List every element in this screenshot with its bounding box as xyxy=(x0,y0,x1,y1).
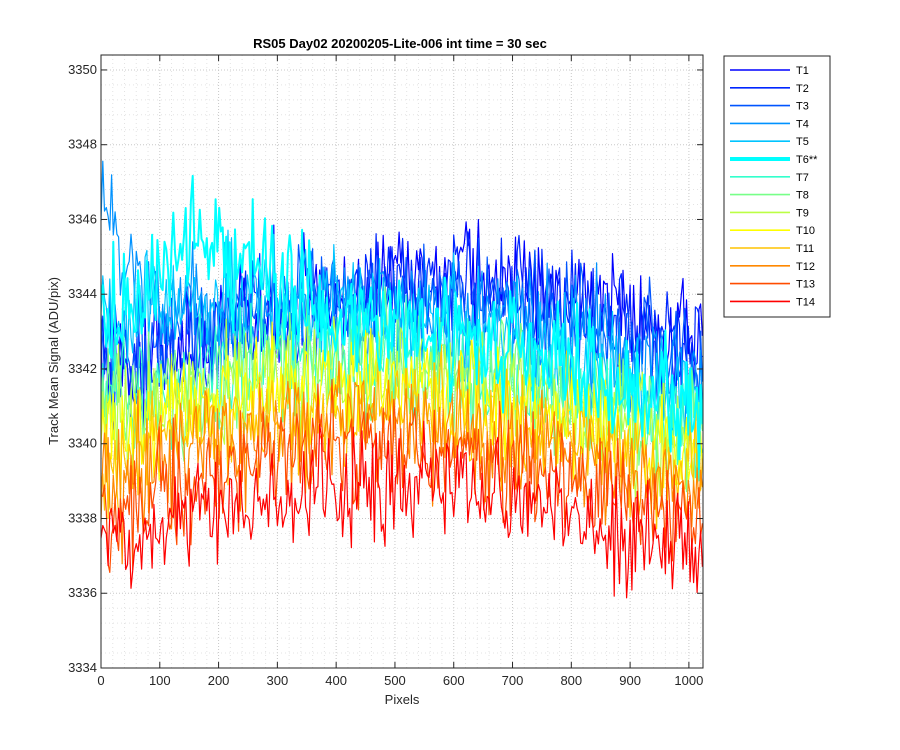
series-line-T5 xyxy=(101,229,703,463)
y-tick-label: 3338 xyxy=(68,510,97,525)
y-tick-label: 3342 xyxy=(68,361,97,376)
series-line-T14 xyxy=(101,420,703,599)
x-tick-label: 100 xyxy=(149,673,171,688)
x-tick-label: 800 xyxy=(560,673,582,688)
series-line-T9 xyxy=(101,298,703,500)
series-line-T6 xyxy=(101,174,703,471)
x-tick-label: 0 xyxy=(97,673,104,688)
x-tick-label: 300 xyxy=(267,673,289,688)
y-axis-label: Track Mean Signal (ADU/pix) xyxy=(46,277,61,445)
legend-label-T14: T14 xyxy=(796,296,815,308)
legend-label-T1: T1 xyxy=(796,65,809,77)
y-tick-label: 3346 xyxy=(68,211,97,226)
plot-area: 0 100 200 300 400 500 600 700 800 900 1000 3334 3336… xyxy=(68,54,704,688)
axes-box xyxy=(100,54,704,669)
y-tick-label: 3340 xyxy=(68,436,97,451)
legend-label-T9: T9 xyxy=(796,207,809,219)
x-axis-label: Pixels xyxy=(385,692,420,707)
series-line-T11 xyxy=(101,344,703,530)
y-tick-label: 3348 xyxy=(68,137,97,152)
x-tick-label: 700 xyxy=(502,673,524,688)
y-tick-label: 3344 xyxy=(68,286,97,301)
x-tick-label: 500 xyxy=(384,673,406,688)
x-tick-label: 200 xyxy=(208,673,230,688)
legend-label-T3: T3 xyxy=(796,101,809,113)
series-line-T13 xyxy=(101,379,703,573)
series-line-T3 xyxy=(101,237,703,430)
series-lines xyxy=(101,160,703,599)
legend-label-T6: T6** xyxy=(796,154,818,166)
y-tick-label: 3334 xyxy=(68,660,97,675)
legend-label-T12: T12 xyxy=(796,261,815,273)
legend-box xyxy=(723,55,831,318)
x-tick-label: 400 xyxy=(325,673,347,688)
legend-label-T11: T11 xyxy=(796,243,814,255)
legend-label-T5: T5 xyxy=(796,136,809,148)
legend-label-T7: T7 xyxy=(796,172,809,184)
y-tick-label: 3336 xyxy=(68,585,97,600)
x-tick-label: 600 xyxy=(443,673,465,688)
legend-label-T8: T8 xyxy=(796,190,809,202)
legend-label-T4: T4 xyxy=(796,118,809,130)
legend: T1 T2 T3 T4 T5 T6** T7 T8 T9 T10 T11 T12 T13 T14 xyxy=(723,55,831,318)
legend-label-T2: T2 xyxy=(796,83,809,95)
x-tick-label: 1000 xyxy=(674,673,703,688)
axis-ticks: 0 100 200 300 400 500 600 700 800 900 1000 3334 3336… xyxy=(68,55,703,688)
legend-label-T10: T10 xyxy=(796,225,815,237)
y-tick-label: 3350 xyxy=(68,62,97,77)
legend-label-T13: T13 xyxy=(796,279,815,291)
x-tick-label: 900 xyxy=(619,673,641,688)
chart-title: RS05 Day02 20200205-Lite-006 int time = … xyxy=(253,36,547,51)
